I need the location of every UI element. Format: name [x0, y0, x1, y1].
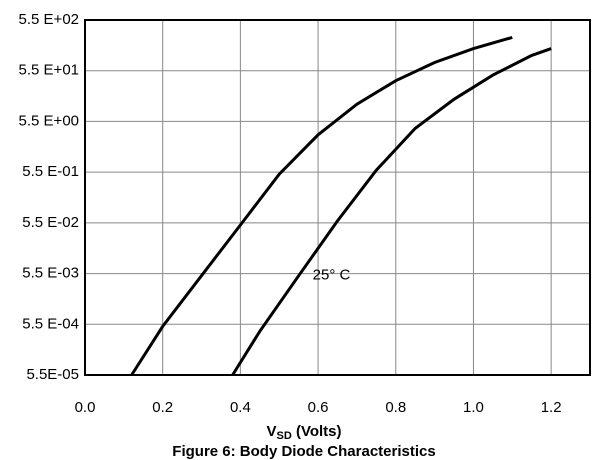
x-tick-label: 0.8	[385, 399, 406, 416]
x-label-main: V	[266, 423, 276, 440]
y-tick-label: 5.5 E-04	[22, 315, 79, 332]
x-label-unit: (Volts)	[292, 423, 342, 440]
x-tick-label: 0.6	[308, 399, 329, 416]
y-tick-label: 5.5 E-01	[22, 163, 79, 180]
x-label-sub: SD	[277, 430, 292, 442]
y-tick-label: 5.5 E-03	[22, 265, 79, 282]
x-axis-label: VSD (Volts)	[266, 423, 341, 442]
y-tick-label: 5.5 E+00	[19, 112, 79, 129]
x-tick-label: 1.0	[463, 399, 484, 416]
x-tick-label: 1.2	[541, 399, 562, 416]
series-label: 25° C	[313, 267, 351, 284]
y-tick-label: 5.5 E+02	[19, 11, 79, 28]
data-line	[130, 35, 513, 376]
x-tick-label: 0.2	[152, 399, 173, 416]
chart-title: Figure 6: Body Diode Characteristics	[172, 443, 435, 460]
y-tick-label: 5.5 E-02	[22, 214, 79, 231]
data-line	[231, 47, 552, 376]
y-tick-label: 5.5 E+01	[19, 62, 79, 79]
plot-frame	[84, 19, 591, 376]
x-tick-label: 0.0	[75, 399, 96, 416]
y-tick-label: 5.5E-05	[26, 366, 79, 383]
x-tick-label: 0.4	[230, 399, 251, 416]
